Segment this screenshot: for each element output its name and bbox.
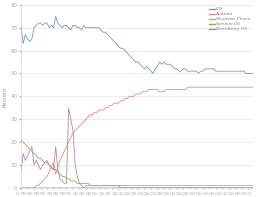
Y-axis label: Percent: Percent (3, 86, 8, 107)
Legend: iOS, Android, Windows Phone, SymbianOS, BlackBerry OS: iOS, Android, Windows Phone, SymbianOS, … (207, 5, 252, 33)
